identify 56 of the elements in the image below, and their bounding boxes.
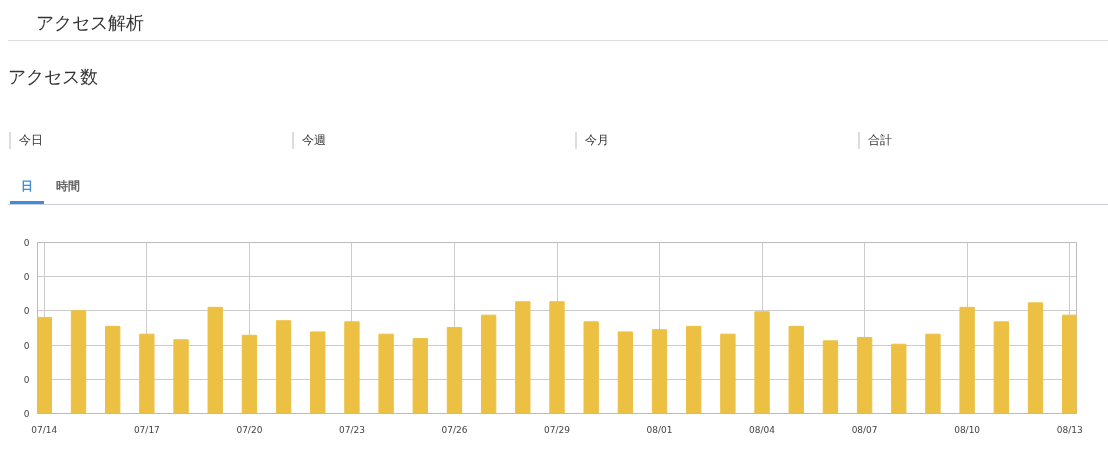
bar bbox=[686, 325, 702, 414]
chart-subtitle: アクセス数 bbox=[8, 65, 98, 89]
bar bbox=[241, 334, 258, 414]
text: 日 bbox=[10, 178, 44, 205]
bar bbox=[720, 333, 736, 414]
x-tick-label: 07/14 bbox=[31, 424, 58, 435]
bar bbox=[1061, 314, 1077, 414]
text: 0 bbox=[23, 374, 30, 385]
x-tick-label: 07/26 bbox=[441, 424, 468, 435]
x-tick-label: 07/29 bbox=[544, 424, 571, 435]
bar bbox=[105, 325, 121, 414]
bar bbox=[617, 331, 634, 414]
bar bbox=[822, 340, 839, 414]
text: 合計 bbox=[858, 132, 892, 150]
x-tick-label: 08/10 bbox=[954, 424, 981, 435]
bar bbox=[651, 329, 668, 414]
bar bbox=[993, 321, 1009, 414]
bar bbox=[959, 306, 975, 414]
text: 0 bbox=[23, 238, 30, 248]
bar bbox=[754, 311, 770, 414]
bar bbox=[37, 316, 53, 414]
text: 今日 bbox=[9, 132, 43, 150]
text: 0 bbox=[23, 340, 30, 351]
text: 今週 bbox=[292, 132, 326, 150]
bar bbox=[275, 320, 292, 414]
chart-title: アクセス解析 bbox=[36, 11, 144, 35]
bar bbox=[788, 325, 804, 414]
x-tick-label: 08/13 bbox=[1056, 424, 1083, 435]
x-tick-label: 08/04 bbox=[749, 424, 776, 435]
bar bbox=[515, 301, 531, 414]
text: 0 bbox=[23, 272, 30, 283]
bar bbox=[378, 333, 394, 414]
bar bbox=[583, 321, 599, 414]
text: 0 bbox=[23, 306, 30, 317]
bar bbox=[173, 339, 189, 414]
x-tick-label: 07/23 bbox=[338, 424, 365, 435]
bar bbox=[310, 331, 326, 414]
bar bbox=[856, 337, 873, 414]
bar bbox=[207, 306, 223, 414]
bar bbox=[925, 333, 941, 414]
x-tick-label: 08/01 bbox=[646, 424, 673, 435]
bar bbox=[139, 333, 155, 414]
x-tick-label: 08/07 bbox=[851, 424, 878, 435]
x-tick-label: 07/17 bbox=[133, 424, 160, 435]
bar bbox=[1027, 302, 1044, 414]
bar bbox=[446, 326, 463, 414]
text: 0 bbox=[23, 409, 30, 419]
bar bbox=[549, 301, 565, 414]
text: 時間 bbox=[55, 178, 81, 195]
bar bbox=[412, 338, 428, 414]
bar bbox=[70, 310, 87, 414]
x-tick-label: 07/20 bbox=[236, 424, 263, 435]
text: 今月 bbox=[575, 132, 609, 150]
bar bbox=[480, 314, 497, 414]
bar bbox=[344, 321, 360, 414]
bar bbox=[891, 343, 907, 414]
